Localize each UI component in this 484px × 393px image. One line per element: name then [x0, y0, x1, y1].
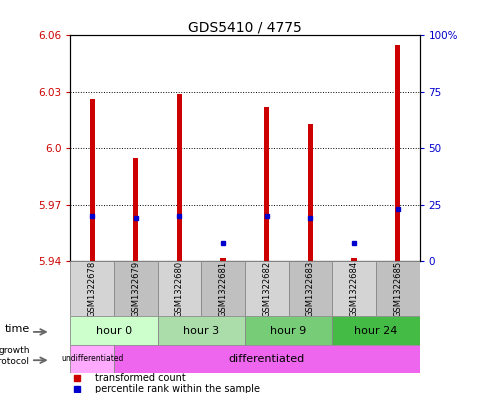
Bar — [157, 261, 201, 316]
Text: hour 24: hour 24 — [353, 325, 397, 336]
Text: GSM1322680: GSM1322680 — [175, 261, 183, 317]
Bar — [133, 158, 138, 261]
Title: GDS5410 / 4775: GDS5410 / 4775 — [188, 20, 301, 34]
Bar — [351, 257, 356, 261]
Text: differentiated: differentiated — [228, 354, 304, 364]
Text: GSM1322681: GSM1322681 — [218, 261, 227, 317]
Bar — [70, 261, 114, 316]
Bar — [307, 124, 312, 261]
Bar — [70, 345, 114, 373]
Bar — [90, 99, 94, 261]
Text: GSM1322684: GSM1322684 — [349, 261, 358, 317]
Text: percentile rank within the sample: percentile rank within the sample — [94, 384, 259, 393]
Text: GSM1322685: GSM1322685 — [393, 261, 401, 317]
Text: time: time — [4, 324, 30, 334]
Bar — [177, 94, 182, 261]
Bar — [70, 316, 157, 345]
Bar — [394, 45, 399, 261]
Text: growth protocol: growth protocol — [0, 346, 30, 365]
Text: undifferentiated: undifferentiated — [61, 354, 123, 363]
Bar — [375, 261, 419, 316]
Bar — [220, 257, 225, 261]
Bar — [157, 316, 244, 345]
Bar — [288, 261, 332, 316]
Text: GSM1322683: GSM1322683 — [305, 261, 314, 317]
Bar — [244, 261, 288, 316]
Bar — [332, 316, 419, 345]
Text: GSM1322678: GSM1322678 — [88, 261, 96, 317]
Text: hour 0: hour 0 — [96, 325, 132, 336]
Bar — [244, 316, 332, 345]
Text: transformed count: transformed count — [94, 373, 185, 383]
Bar — [114, 261, 157, 316]
Bar — [332, 261, 375, 316]
Bar — [264, 107, 269, 261]
Bar — [114, 345, 419, 373]
Bar — [201, 261, 244, 316]
Text: hour 9: hour 9 — [270, 325, 306, 336]
Text: hour 3: hour 3 — [183, 325, 219, 336]
Text: GSM1322682: GSM1322682 — [262, 261, 271, 317]
Text: GSM1322679: GSM1322679 — [131, 261, 140, 317]
